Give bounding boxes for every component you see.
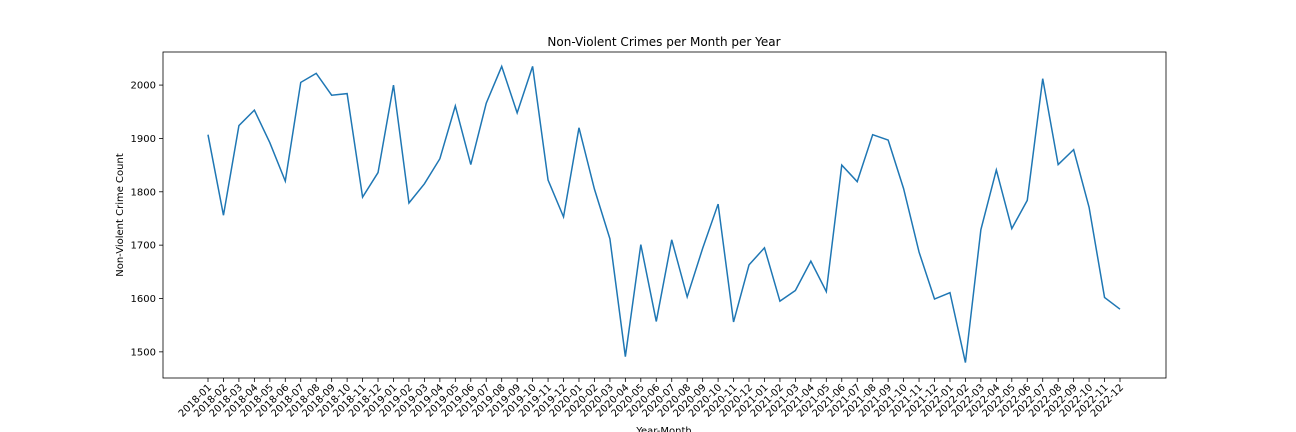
y-tick-label: 1600	[131, 294, 156, 305]
plot-frame	[162, 51, 1167, 379]
line	[207, 64, 1121, 363]
chart-title: Non-Violent Crimes per Month per Year	[547, 35, 780, 49]
y-tick-label: 1800	[131, 187, 156, 198]
y-tick-label: 1700	[131, 241, 156, 252]
y-tick-label: 1900	[131, 134, 156, 145]
x-axis-label: Year-Month	[635, 426, 691, 432]
y-tick-label: 1500	[131, 347, 156, 358]
y-axis-label: Non-Violent Crime Count	[115, 153, 126, 277]
y-tick-label: 2000	[131, 81, 156, 92]
